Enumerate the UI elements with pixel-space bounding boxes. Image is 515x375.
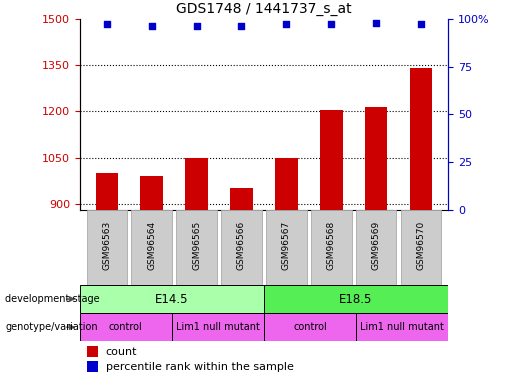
FancyBboxPatch shape (176, 210, 217, 285)
FancyBboxPatch shape (401, 210, 441, 285)
Bar (410, 68, 432, 210)
Title: GDS1748 / 1441737_s_at: GDS1748 / 1441737_s_at (176, 2, 352, 16)
Point (372, 20, 380, 26)
Text: E14.5: E14.5 (155, 292, 188, 306)
Bar (141, 176, 163, 210)
Bar (185, 158, 208, 210)
FancyBboxPatch shape (356, 210, 397, 285)
Text: percentile rank within the sample: percentile rank within the sample (106, 362, 294, 372)
Text: genotype/variation: genotype/variation (5, 322, 98, 332)
Text: control: control (109, 322, 143, 332)
Text: E18.5: E18.5 (339, 292, 373, 306)
Bar (264, 313, 356, 341)
Bar (172, 313, 264, 341)
Point (193, 23, 201, 29)
Text: Lim1 null mutant: Lim1 null mutant (360, 322, 444, 332)
Text: Lim1 null mutant: Lim1 null mutant (176, 322, 260, 332)
Bar (320, 110, 342, 210)
Bar (275, 158, 298, 210)
FancyBboxPatch shape (311, 210, 352, 285)
Text: control: control (293, 322, 327, 332)
Point (327, 21, 335, 27)
Text: GSM96563: GSM96563 (102, 221, 111, 270)
Bar (80, 313, 172, 341)
Text: GSM96569: GSM96569 (372, 221, 381, 270)
Text: GSM96568: GSM96568 (327, 221, 336, 270)
Bar (264, 285, 448, 313)
Point (417, 21, 425, 27)
Point (148, 23, 156, 29)
Bar (80, 285, 264, 313)
FancyBboxPatch shape (266, 210, 306, 285)
Text: GSM96566: GSM96566 (237, 221, 246, 270)
Bar (356, 313, 448, 341)
Text: GSM96567: GSM96567 (282, 221, 291, 270)
Text: GSM96564: GSM96564 (147, 221, 156, 270)
Bar (365, 106, 387, 210)
FancyBboxPatch shape (87, 210, 127, 285)
Point (102, 21, 111, 27)
Bar (87, 346, 98, 357)
Text: GSM96570: GSM96570 (417, 221, 425, 270)
Text: development stage: development stage (5, 294, 100, 304)
FancyBboxPatch shape (131, 210, 172, 285)
Text: count: count (106, 346, 137, 357)
Bar (96, 173, 118, 210)
FancyBboxPatch shape (221, 210, 262, 285)
Point (237, 23, 246, 29)
Bar (87, 361, 98, 372)
Text: GSM96565: GSM96565 (192, 221, 201, 270)
Point (282, 21, 290, 27)
Bar (230, 188, 253, 210)
